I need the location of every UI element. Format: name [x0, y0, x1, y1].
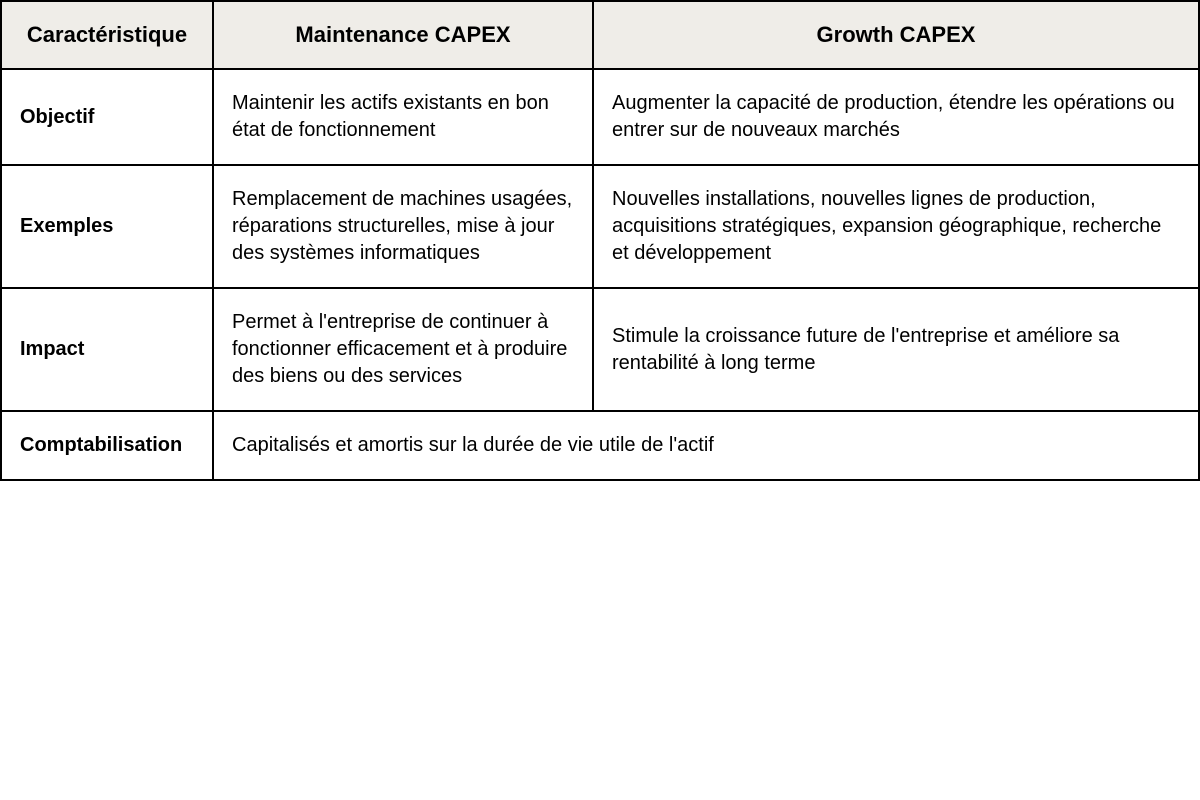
row-head-objectif: Objectif	[1, 69, 213, 165]
row-head-exemples: Exemples	[1, 165, 213, 288]
table-row: Objectif Maintenir les actifs existants …	[1, 69, 1199, 165]
row-head-comptabilisation: Comptabilisation	[1, 411, 213, 480]
col-header-growth-capex: Growth CAPEX	[593, 1, 1199, 69]
cell-objectif-maintenance: Maintenir les actifs existants en bon ét…	[213, 69, 593, 165]
cell-impact-maintenance: Permet à l'entreprise de continuer à fon…	[213, 288, 593, 411]
table-header-row: Caractéristique Maintenance CAPEX Growth…	[1, 1, 1199, 69]
col-header-maintenance-capex: Maintenance CAPEX	[213, 1, 593, 69]
table-row: Comptabilisation Capitalisés et amortis …	[1, 411, 1199, 480]
cell-impact-growth: Stimule la croissance future de l'entrep…	[593, 288, 1199, 411]
table-row: Impact Permet à l'entreprise de continue…	[1, 288, 1199, 411]
cell-exemples-maintenance: Remplacement de machines usagées, répara…	[213, 165, 593, 288]
cell-objectif-growth: Augmenter la capacité de production, éte…	[593, 69, 1199, 165]
cell-comptabilisation-merged: Capitalisés et amortis sur la durée de v…	[213, 411, 1199, 480]
cell-exemples-growth: Nouvelles installations, nouvelles ligne…	[593, 165, 1199, 288]
table-row: Exemples Remplacement de machines usagée…	[1, 165, 1199, 288]
capex-comparison-table: Caractéristique Maintenance CAPEX Growth…	[0, 0, 1200, 481]
col-header-characteristic: Caractéristique	[1, 1, 213, 69]
row-head-impact: Impact	[1, 288, 213, 411]
